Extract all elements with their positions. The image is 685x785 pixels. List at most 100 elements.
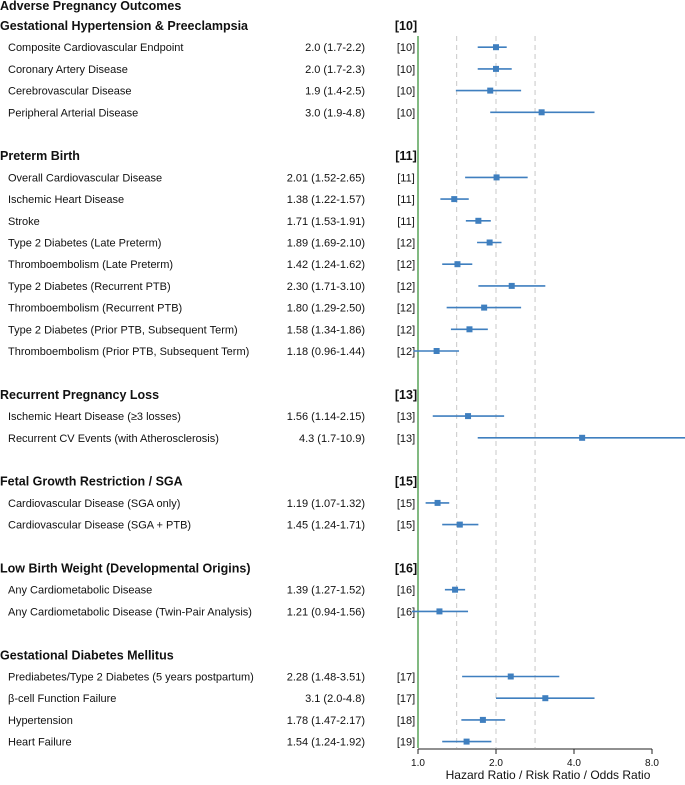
forest-row: Prediabetes/Type 2 Diabetes (5 years pos… <box>8 672 560 684</box>
row-estimate-ci: 1.56 (1.14-2.15) <box>287 411 365 423</box>
row-label: Heart Failure <box>8 737 72 749</box>
row-label: Type 2 Diabetes (Late Preterm) <box>8 238 161 250</box>
row-label: Any Cardiometabolic Disease (Twin-Pair A… <box>8 606 252 618</box>
row-ref: [10] <box>397 42 415 54</box>
row-label: Prediabetes/Type 2 Diabetes (5 years pos… <box>8 672 254 684</box>
row-ref: [12] <box>397 346 415 358</box>
point-estimate-marker <box>436 608 443 615</box>
row-estimate-ci: 3.0 (1.9-4.8) <box>305 107 365 119</box>
group-1: Gestational Hypertension & Preeclampsia [… <box>0 19 595 119</box>
point-estimate-marker <box>493 44 499 51</box>
row-label: Any Cardiometabolic Disease <box>8 585 152 597</box>
forest-row: Type 2 Diabetes (Prior PTB, Subsequent T… <box>8 324 488 336</box>
forest-row: Cardiovascular Disease (SGA + PTB) 1.45 (… <box>8 520 479 532</box>
group-3: Recurrent Pregnancy Loss [13]Ischemic Hea… <box>0 388 685 445</box>
group-header: Preterm Birth <box>0 149 80 163</box>
group-header-ref: [15] <box>395 475 417 489</box>
forest-row: Peripheral Arterial Disease 3.0 (1.9-4.8)… <box>8 107 595 119</box>
group-header-ref: [11] <box>395 149 417 163</box>
row-ref: [10] <box>397 86 415 98</box>
row-ref: [12] <box>397 238 415 250</box>
forest-row: Composite Cardiovascular Endpoint 2.0 (1.… <box>8 42 507 54</box>
forest-row: Cardiovascular Disease (SGA only) 1.19 (1… <box>8 498 450 510</box>
forest-row: Ischemic Heart Disease (≥3 losses) 1.56 (… <box>8 411 505 423</box>
group-header: Gestational Diabetes Mellitus <box>0 648 174 662</box>
x-tick-label: 2.0 <box>489 758 503 769</box>
row-estimate-ci: 3.1 (2.0-4.8) <box>305 693 365 705</box>
point-estimate-marker <box>452 586 459 593</box>
row-ref: [17] <box>397 672 415 684</box>
row-estimate-ci: 1.39 (1.27-1.52) <box>287 585 365 597</box>
row-ref: [10] <box>397 107 415 119</box>
row-ref: [13] <box>397 433 415 445</box>
row-label: Cerebrovascular Disease <box>8 86 132 98</box>
row-estimate-ci: 1.89 (1.69-2.10) <box>287 238 365 250</box>
forest-row: Type 2 Diabetes (Late Preterm) 1.89 (1.69… <box>8 238 502 250</box>
forest-row: Heart Failure 1.54 (1.24-1.92) [19] <box>8 737 492 749</box>
row-estimate-ci: 1.9 (1.4-2.5) <box>305 86 365 98</box>
row-ref: [17] <box>397 693 415 705</box>
point-estimate-marker <box>493 174 500 181</box>
forest-row: Thromboembolism (Late Preterm) 1.42 (1.24… <box>8 259 473 271</box>
point-estimate-marker <box>538 109 545 116</box>
forest-row: Stroke 1.71 (1.53-1.91) [11] <box>8 216 491 228</box>
row-label: β-cell Function Failure <box>8 693 116 705</box>
point-estimate-marker <box>463 738 470 745</box>
forest-row: Cerebrovascular Disease 1.9 (1.4-2.5) [10] <box>8 86 522 98</box>
row-label: Thromboembolism (Recurrent PTB) <box>8 303 182 315</box>
row-label: Thromboembolism (Late Preterm) <box>8 259 173 271</box>
group-header-ref: [16] <box>395 562 417 576</box>
row-ref: [13] <box>397 411 415 423</box>
row-label: Coronary Artery Disease <box>8 64 128 76</box>
point-estimate-marker <box>542 695 549 702</box>
row-label: Type 2 Diabetes (Recurrent PTB) <box>8 281 171 293</box>
row-ref: [16] <box>397 585 415 597</box>
point-estimate-marker <box>487 87 494 94</box>
point-estimate-marker <box>481 304 488 311</box>
row-estimate-ci: 1.54 (1.24-1.92) <box>287 737 365 749</box>
x-axis: 1.0 2.0 4.0 8.0 <box>411 748 659 769</box>
row-ref: [12] <box>397 324 415 336</box>
row-estimate-ci: 1.18 (0.96-1.44) <box>287 346 365 358</box>
forest-row: Overall Cardiovascular Disease 2.01 (1.52… <box>8 172 528 184</box>
row-ref: [12] <box>397 259 415 271</box>
row-estimate-ci: 1.45 (1.24-1.71) <box>287 520 365 532</box>
row-estimate-ci: 1.42 (1.24-1.62) <box>287 259 365 271</box>
row-ref: [15] <box>397 498 415 510</box>
point-estimate-marker <box>508 282 515 289</box>
forest-row: Hypertension 1.78 (1.47-2.17) [18] <box>8 715 506 727</box>
row-ref: [11] <box>397 194 415 206</box>
row-label: Cardiovascular Disease (SGA only) <box>8 498 180 510</box>
point-estimate-marker <box>433 348 440 354</box>
row-label: Cardiovascular Disease (SGA + PTB) <box>8 520 191 532</box>
group-header: Gestational Hypertension & Preeclampsia <box>0 19 249 33</box>
row-label: Overall Cardiovascular Disease <box>8 172 162 184</box>
group-header: Low Birth Weight (Developmental Origins) <box>0 562 250 576</box>
row-estimate-ci: 2.0 (1.7-2.2) <box>305 42 365 54</box>
row-estimate-ci: 1.58 (1.34-1.86) <box>287 324 365 336</box>
row-label: Composite Cardiovascular Endpoint <box>8 42 183 54</box>
row-label: Ischemic Heart Disease (≥3 losses) <box>8 411 181 423</box>
group-2: Preterm Birth [11] Overall Cardiovascular … <box>0 149 546 358</box>
point-estimate-marker <box>466 326 473 333</box>
forest-row: Ischemic Heart Disease 1.38 (1.22-1.57) [1… <box>8 194 469 206</box>
forest-row: Thromboembolism (Prior PTB, Subsequent T… <box>8 346 460 358</box>
point-estimate-marker <box>507 673 514 680</box>
forest-row: Any Cardiometabolic Disease (Twin-Pair A… <box>8 606 469 618</box>
group-header: Fetal Growth Restriction / SGA <box>0 475 183 489</box>
row-ref: [12] <box>397 281 415 293</box>
point-estimate-marker <box>434 499 441 506</box>
row-estimate-ci: 1.71 (1.53-1.91) <box>287 216 365 228</box>
x-tick-label: 8.0 <box>645 758 659 769</box>
reference-lines <box>456 36 536 748</box>
group-6: Gestational Diabetes Mellitus Prediabetes… <box>0 648 595 749</box>
row-estimate-ci: 4.3 (1.7-10.9) <box>299 433 365 445</box>
row-ref: [12] <box>397 303 415 315</box>
forest-row: Recurrent CV Events (with Atherosclerosi… <box>8 433 685 445</box>
row-label: Type 2 Diabetes (Prior PTB, Subsequent T… <box>8 324 238 336</box>
forest-row: Thromboembolism (Recurrent PTB) 1.80 (1.2… <box>8 303 522 315</box>
point-estimate-marker <box>456 521 463 528</box>
row-estimate-ci: 2.30 (1.71-3.10) <box>287 281 365 293</box>
group-header-ref: [13] <box>395 388 417 402</box>
point-estimate-marker <box>451 196 458 203</box>
